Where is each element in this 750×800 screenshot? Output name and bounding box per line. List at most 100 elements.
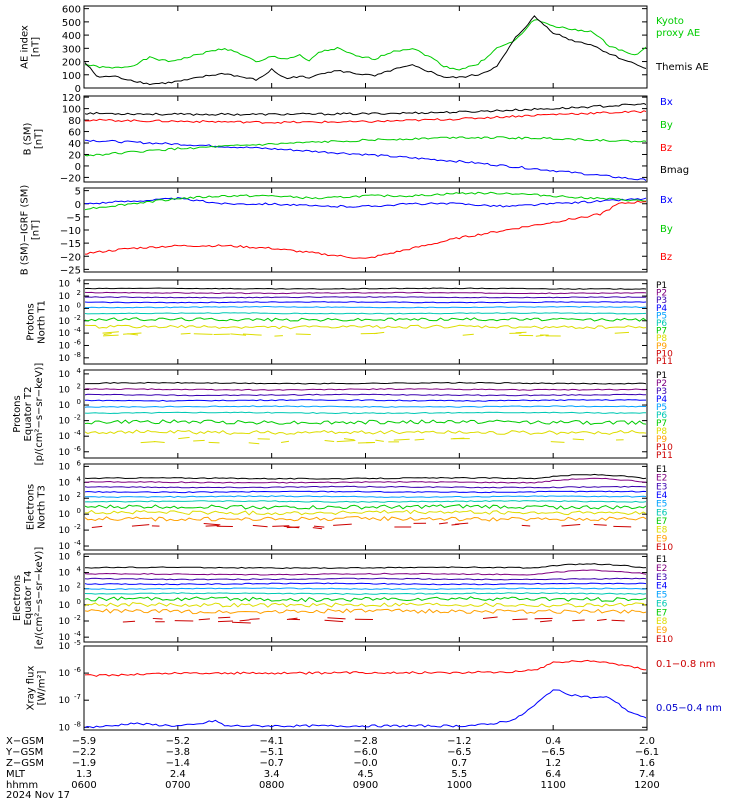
series-line-p2	[85, 291, 646, 295]
ylabel-xray-line: [W/m²]	[37, 670, 48, 705]
y-tick-label: 60	[68, 128, 81, 139]
legend-p8: P8	[656, 427, 667, 437]
xaxis-date: 2024 Nov 17	[6, 790, 70, 800]
y-tick-label: 10	[59, 723, 71, 733]
legend-by: By	[660, 224, 673, 235]
sparse-flux-segment	[313, 525, 325, 528]
y-tick-exponent: -6	[74, 445, 82, 453]
sparse-flux-segment	[561, 523, 581, 527]
y-tick-label: 10	[59, 341, 71, 351]
legend-p10: P10	[656, 349, 673, 359]
xaxis-value: −5.2	[166, 736, 190, 747]
series-line-e7	[85, 596, 646, 603]
y-tick-exponent: -4	[74, 326, 82, 334]
y-tick-exponent: -8	[74, 351, 81, 359]
sparse-flux-segment	[232, 621, 251, 624]
xaxis-value: −4.1	[260, 736, 284, 747]
series-line-kyotoproxyae	[85, 19, 646, 71]
xaxis-row-label: hhmm	[6, 780, 38, 791]
y-tick-label: 10	[59, 633, 71, 643]
ylabel-protons-equator-line: [p/(cm²−s−sr−keV)]	[34, 363, 45, 466]
legend-e8: E8	[656, 526, 668, 536]
ylabel-ae-group: AE index [nT]	[20, 25, 42, 69]
y-tick-label: 10	[59, 569, 71, 579]
xaxis-value: 1100	[540, 780, 565, 791]
series-line-p3	[85, 296, 646, 299]
legend-xray-short: 0.05−0.4 nm	[656, 703, 722, 714]
xaxis-value: 1.2	[545, 758, 561, 769]
sparse-flux-segment	[103, 334, 119, 337]
y-tick-exponent: -4	[74, 539, 82, 547]
ylabel-electrons-equator-group: Electrons Equator T4 [e/(cm²−s−sr−keV)]	[12, 547, 45, 650]
panel-2: −25 −20 −15 −10 −5 0 5 Bx By Bz	[60, 187, 673, 277]
y-tick-label: 10	[59, 494, 71, 504]
sparse-flux-segment	[198, 618, 210, 621]
sparse-flux-segment	[343, 438, 355, 441]
sparse-flux-segment	[324, 440, 335, 443]
series-line-bx	[85, 139, 646, 181]
sparse-flux-segment	[152, 617, 163, 620]
y-tick-label: 10	[59, 585, 71, 595]
series-line-e6	[85, 592, 646, 595]
series-line-p3	[85, 393, 646, 397]
legend-e7: E7	[656, 517, 667, 527]
xaxis-value: −5.1	[260, 747, 284, 758]
legend-p4: P4	[656, 395, 667, 405]
sparse-flux-segment	[535, 334, 544, 337]
series-line-e8	[85, 509, 646, 516]
y-tick-exponent: -6	[74, 338, 82, 346]
y-tick-label: 10	[59, 552, 71, 562]
legend-e6: E6	[656, 599, 668, 609]
y-tick-label: 10	[59, 462, 71, 472]
ylabel-bigrf-line: B (SM)−IGRF (SM)	[20, 185, 31, 276]
y-tick-label: −20	[60, 173, 81, 184]
ylabel-bigrf-line: [nT]	[31, 220, 42, 240]
y-tick-label: 80	[68, 116, 81, 127]
xaxis-value: −0.7	[260, 758, 284, 769]
xaxis-value: 0900	[353, 780, 378, 791]
series-line-bx	[85, 196, 646, 208]
xaxis-value: 2.0	[639, 736, 655, 747]
y-tick-label: −25	[60, 265, 81, 276]
y-tick-exponent: -6	[74, 666, 82, 674]
series-line-p5	[85, 305, 646, 309]
series-line-by	[85, 191, 646, 211]
series-line-e2	[85, 477, 646, 484]
xaxis-value: −6.1	[635, 747, 659, 758]
sparse-flux-segment	[540, 620, 552, 623]
legend-e3: E3	[656, 573, 667, 583]
series-line-themisae	[85, 15, 646, 86]
sparse-flux-segment	[131, 524, 150, 527]
y-tick-label: 10	[59, 304, 71, 314]
y-tick-exponent: 2	[77, 491, 81, 499]
y-tick-exponent: -4	[74, 429, 82, 437]
legend-kyoto: Kyoto	[656, 16, 684, 27]
xaxis-value: −5.9	[72, 736, 96, 747]
xaxis-value: 1.6	[639, 758, 655, 769]
sparse-flux-segment	[324, 619, 344, 623]
legend-p6: P6	[656, 319, 667, 329]
ylabel-electrons-equator-line: Equator T4	[23, 571, 34, 626]
sparse-flux-segment	[550, 441, 565, 443]
y-tick-label: 20	[68, 150, 81, 161]
sparse-flux-segment	[91, 525, 103, 529]
y-tick-exponent: -7	[74, 693, 81, 701]
xaxis-value: 2.4	[170, 769, 186, 780]
y-tick-exponent: 0	[77, 598, 81, 606]
sparse-flux-segment	[614, 331, 630, 334]
sparse-flux-segment	[218, 616, 231, 619]
xaxis-value: 5.5	[451, 769, 467, 780]
y-tick-exponent: 4	[77, 566, 82, 574]
xaxis-value: 0800	[259, 780, 284, 791]
legend-kyoto: proxy AE	[656, 28, 700, 39]
y-tick-label: 500	[62, 18, 81, 29]
series-line-p7	[85, 419, 646, 425]
legend-e4: E4	[656, 491, 668, 501]
xaxis-value: 1200	[634, 780, 659, 791]
series-line-bz	[85, 110, 646, 124]
